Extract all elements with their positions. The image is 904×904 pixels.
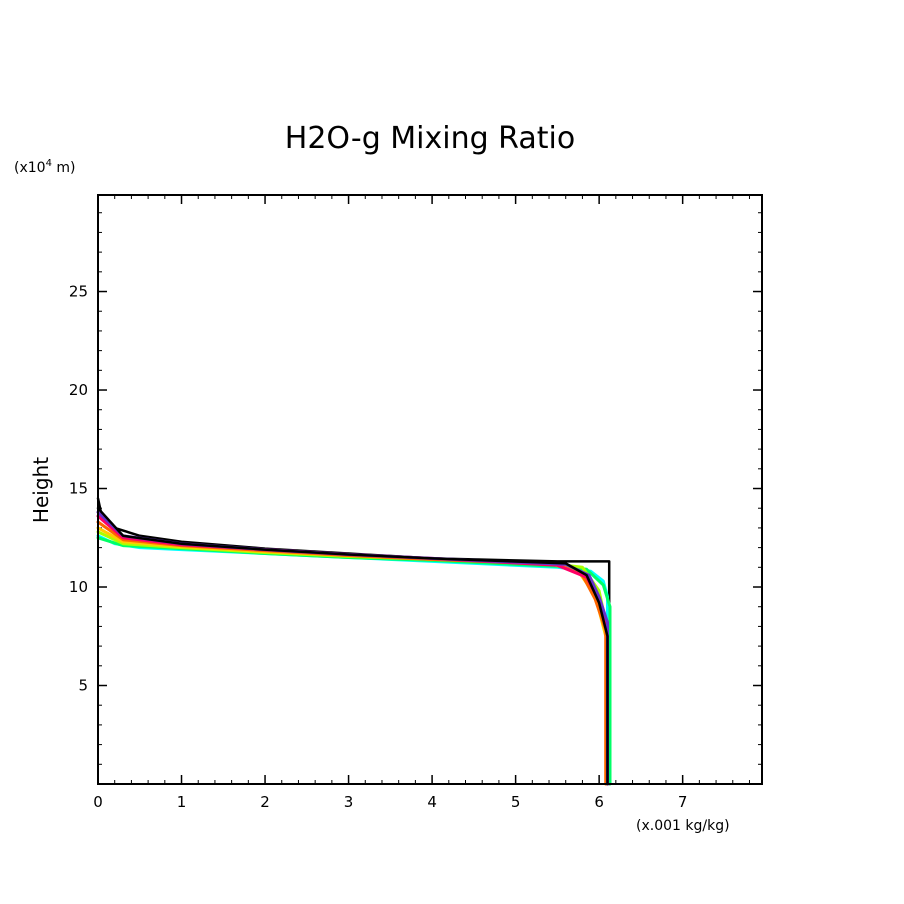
y-tick-label: 15 bbox=[69, 480, 88, 498]
series-group bbox=[96, 497, 612, 786]
series-line-2 bbox=[96, 534, 609, 786]
series-line-3 bbox=[96, 536, 612, 786]
x-tick-label: 0 bbox=[93, 793, 103, 811]
x-tick-label: 5 bbox=[511, 793, 521, 811]
chart-title: H2O-g Mixing Ratio bbox=[285, 121, 575, 156]
y-axis-unit: (x104 m) bbox=[14, 158, 76, 176]
series-line-1 bbox=[96, 497, 611, 786]
x-axis-unit: (x.001 kg/kg) bbox=[636, 818, 730, 834]
y-tick-label: 10 bbox=[69, 578, 88, 596]
series-line-9 bbox=[96, 506, 609, 786]
x-tick-label: 4 bbox=[427, 793, 437, 811]
plot-frame bbox=[97, 194, 763, 785]
x-tick-label: 7 bbox=[678, 793, 688, 811]
axis-tick-labels: 0 1 2 3 4 5 6 7 5 10 15 20 25 bbox=[69, 283, 688, 811]
x-tick-label: 6 bbox=[594, 793, 604, 811]
x-tick-label: 3 bbox=[344, 793, 354, 811]
y-axis-label: Height bbox=[29, 457, 53, 523]
y-tick-label: 5 bbox=[78, 677, 88, 695]
series-line-4 bbox=[96, 530, 609, 786]
y-tick-label: 20 bbox=[69, 381, 88, 399]
axis-ticks bbox=[97, 195, 762, 784]
x-tick-label: 2 bbox=[260, 793, 270, 811]
y-tick-label: 25 bbox=[69, 283, 88, 301]
x-tick-label: 1 bbox=[177, 793, 187, 811]
